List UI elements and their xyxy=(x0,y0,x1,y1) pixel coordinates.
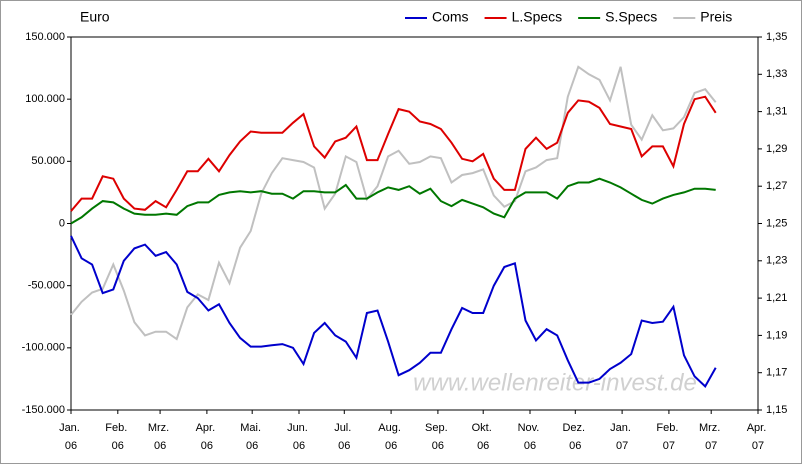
legend-label: L.Specs xyxy=(512,9,563,25)
y2-tick-label: 1,25 xyxy=(766,217,787,229)
legend-label: S.Specs xyxy=(605,9,657,25)
legend-label: Coms xyxy=(432,9,469,25)
y2-tick-label: 1,17 xyxy=(766,367,787,379)
x-tick-label: Aug. 06 xyxy=(378,422,404,452)
x-tick-label: Mrz. 06 xyxy=(148,422,172,452)
y-tick-label: -100.000 xyxy=(22,342,65,354)
y-tick-label: 0 xyxy=(59,217,65,229)
y-tick-label: 100.000 xyxy=(25,93,65,105)
y2-tick-label: 1,21 xyxy=(766,292,787,304)
x-tick-label: Jan. 07 xyxy=(610,422,634,452)
y-tick-label: 50.000 xyxy=(31,155,65,167)
x-tick-label: Mrz. 07 xyxy=(699,422,723,452)
x-tick-label: Feb. 07 xyxy=(656,422,681,452)
x-tick-label: Dez. 06 xyxy=(562,422,588,452)
x-tick-label: Jul. 06 xyxy=(334,422,354,452)
y2-tick-label: 1,15 xyxy=(766,404,787,416)
y2-tick-label: 1,23 xyxy=(766,255,787,267)
x-tick-label: Sep. 06 xyxy=(425,422,451,452)
x-tick-label: Mai. 06 xyxy=(240,422,264,452)
y-tick-label: -150.000 xyxy=(22,404,65,416)
y-axis-label: Euro xyxy=(80,9,110,25)
x-tick-label: Nov. 06 xyxy=(518,422,543,452)
y-tick-label: 150.000 xyxy=(25,31,65,43)
watermark: www.wellenreiter-invest.de xyxy=(413,369,697,396)
y2-tick-label: 1,19 xyxy=(766,329,787,341)
series-line xyxy=(70,177,716,225)
y2-tick-label: 1,27 xyxy=(766,180,787,192)
legend-label: Preis xyxy=(700,9,732,25)
y2-tick-label: 1,29 xyxy=(766,143,787,155)
y-tick-label: -50.000 xyxy=(28,280,65,292)
x-tick-label: Apr. 06 xyxy=(196,422,219,452)
series-line xyxy=(70,235,717,389)
x-tick-label: Feb. 06 xyxy=(105,422,130,452)
x-tick-label: Okt. 06 xyxy=(472,422,495,452)
series-line xyxy=(70,65,717,341)
x-tick-label: Jun. 06 xyxy=(287,422,311,452)
y2-tick-label: 1,31 xyxy=(766,106,787,118)
y2-tick-label: 1,35 xyxy=(766,31,787,43)
x-tick-label: Apr. 07 xyxy=(747,422,770,452)
x-tick-label: Jan. 06 xyxy=(59,422,83,452)
series-line xyxy=(70,95,717,212)
y2-tick-label: 1,33 xyxy=(766,68,787,80)
